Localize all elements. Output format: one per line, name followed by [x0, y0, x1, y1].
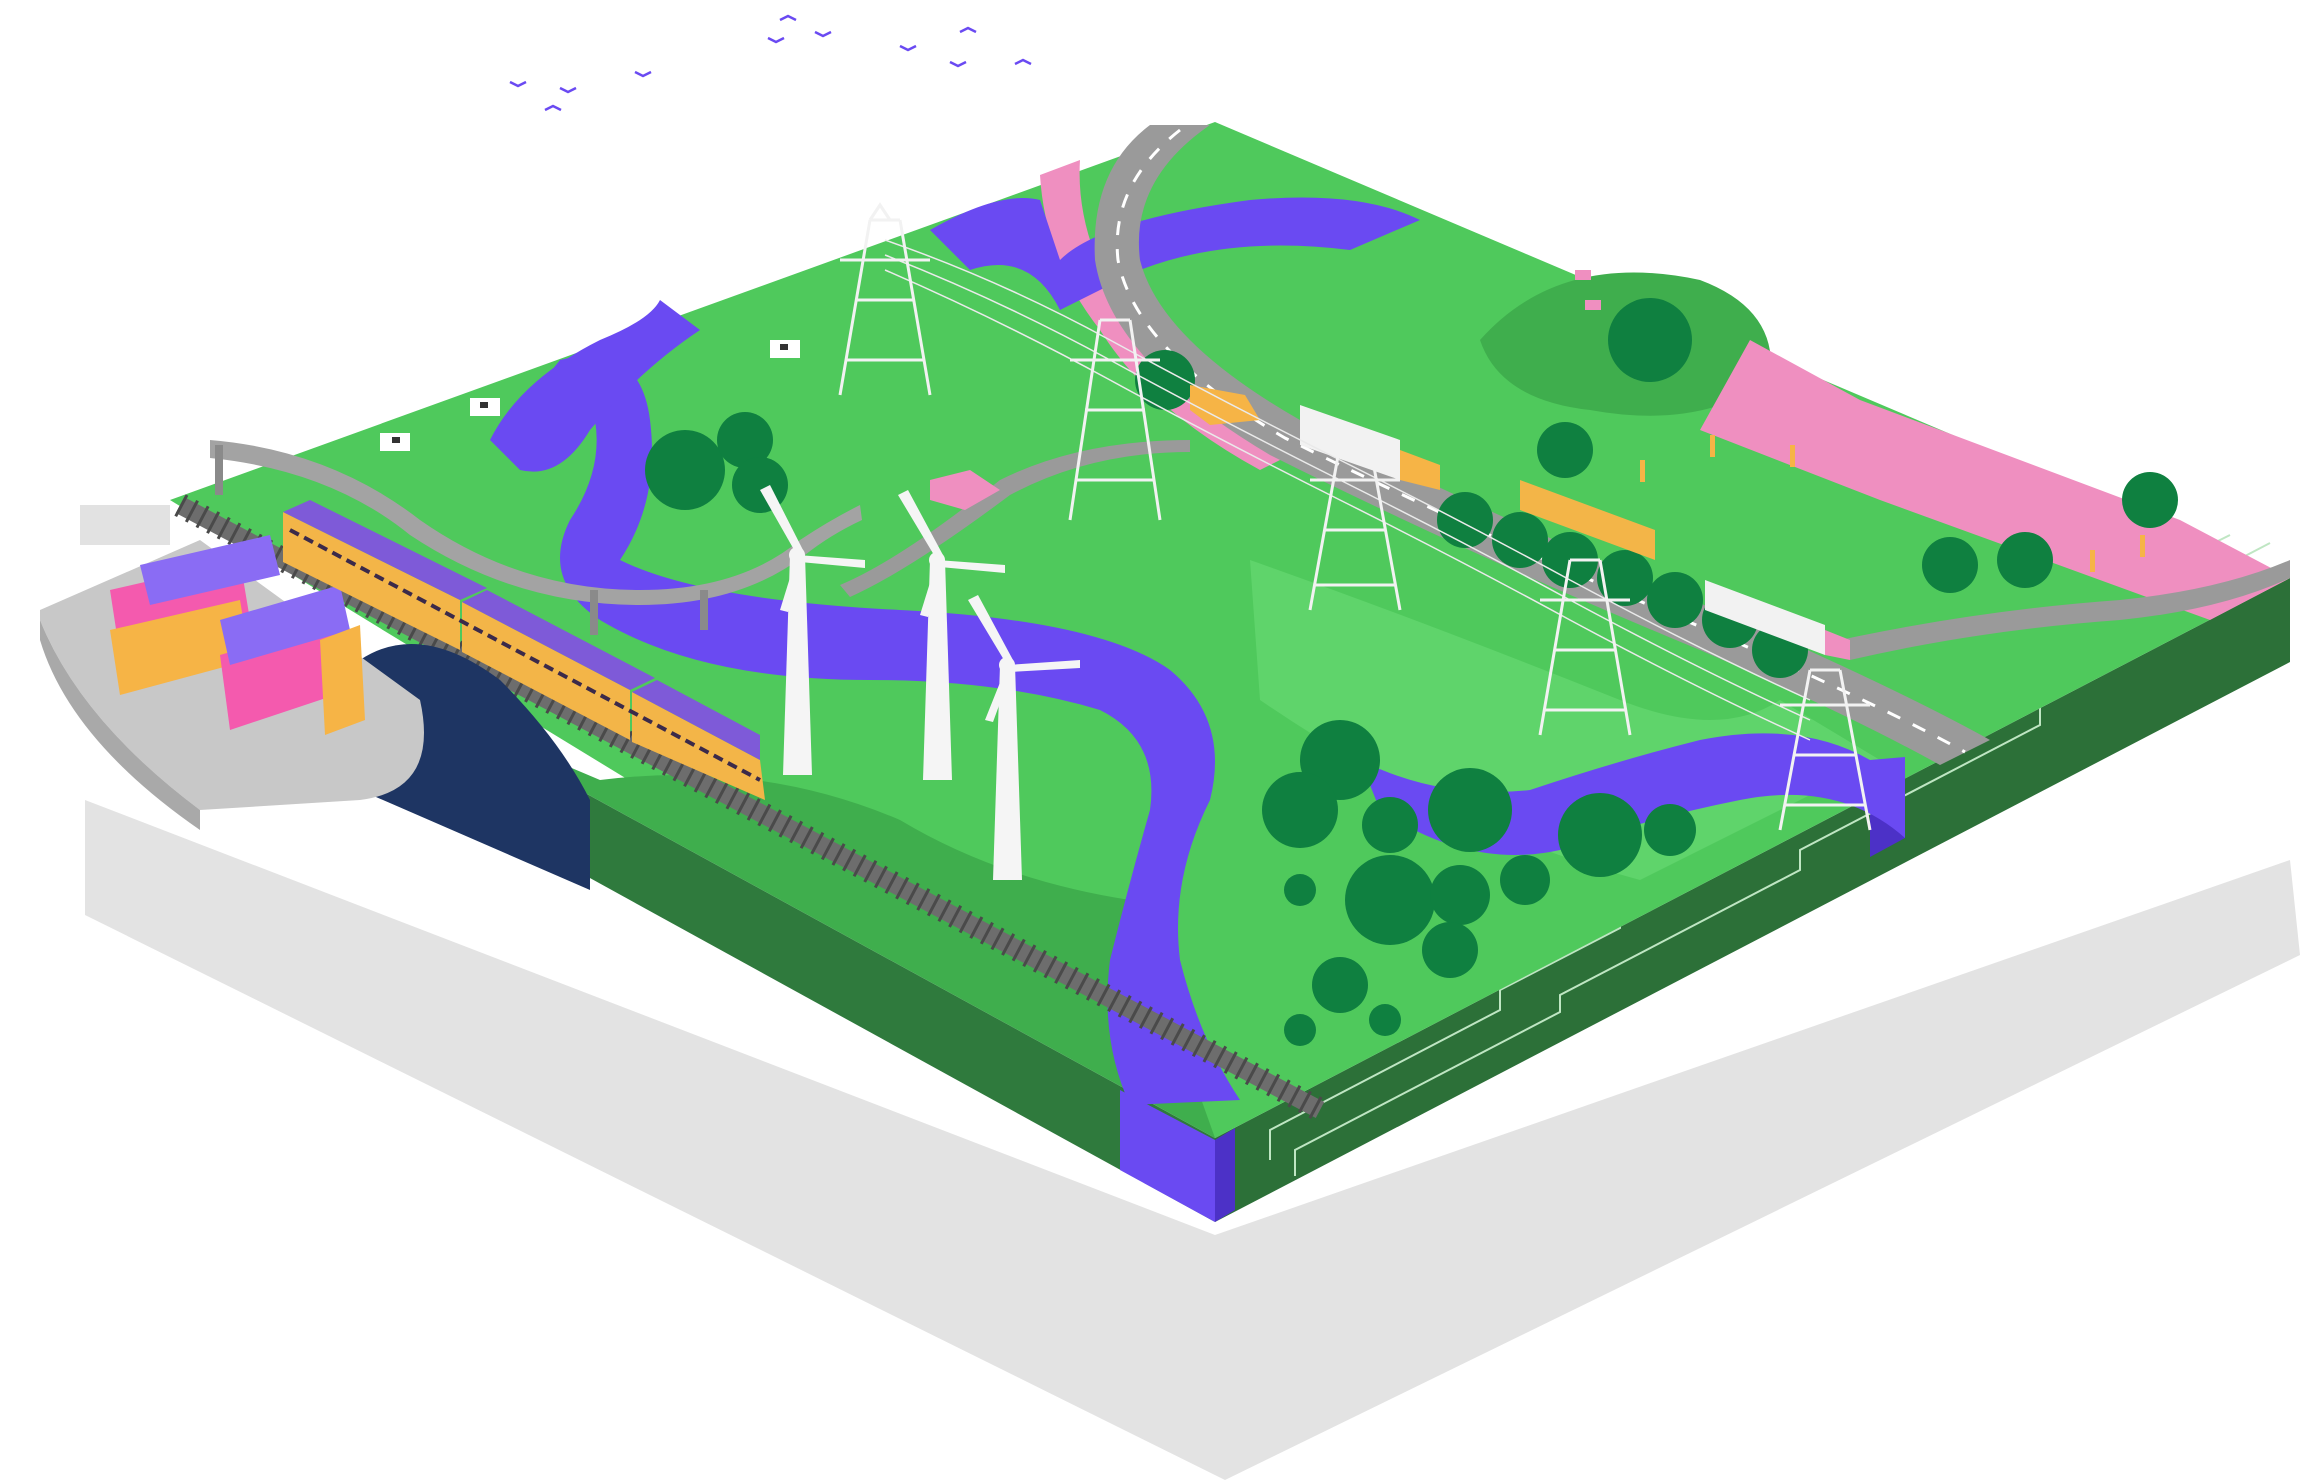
- tree-icon: [1135, 350, 1195, 410]
- bus-icon: [1705, 580, 1850, 660]
- power-pylon-icon: [1778, 668, 1872, 831]
- power-pylon-icon: [838, 202, 932, 396]
- tree-icon: [1997, 532, 2053, 588]
- tree-icon: [1345, 855, 1435, 945]
- bus-icon: [1520, 480, 1655, 560]
- tree-icon: [1430, 865, 1490, 925]
- tree-icon: [1608, 298, 1692, 382]
- bird-icon: [1014, 58, 1032, 66]
- bird-icon: [949, 60, 967, 68]
- wind-turbine-icon: [760, 485, 865, 775]
- bird-icon: [559, 86, 577, 94]
- tree-icon: [645, 430, 725, 510]
- tree-icon: [1647, 572, 1703, 628]
- side-road: [1840, 560, 2290, 660]
- power-pylon-icon: [1068, 318, 1162, 521]
- bird-icon: [767, 36, 785, 44]
- village-road: [840, 440, 1190, 597]
- tree-icon: [2122, 472, 2178, 528]
- bird-icon: [899, 44, 917, 52]
- bird-icon: [634, 70, 652, 78]
- tree-icon: [1437, 492, 1493, 548]
- tree-icon: [1537, 422, 1593, 478]
- person-icon: [1640, 435, 2145, 572]
- tree-icon: [1284, 1014, 1316, 1046]
- tree-icon: [1558, 793, 1642, 877]
- cargo-ship-icon: [40, 505, 424, 830]
- birds: [509, 14, 1032, 112]
- cow-icon: [380, 433, 410, 451]
- bird-icon: [544, 104, 562, 112]
- tree-icon: [1262, 772, 1338, 848]
- river-top: [930, 197, 1420, 310]
- car-icon: [930, 470, 1000, 510]
- truck-icon: [1300, 405, 1440, 490]
- train-icon: [283, 500, 765, 800]
- cow-icon: [470, 398, 500, 416]
- wind-turbine-icon: [968, 595, 1080, 880]
- tree-icon: [717, 412, 773, 468]
- power-pylon-icon: [1308, 443, 1402, 611]
- tree-icon: [1597, 550, 1653, 606]
- tree-icon: [1500, 855, 1550, 905]
- rail-bridge-pillars: [215, 445, 708, 635]
- tree-icon: [1922, 537, 1978, 593]
- railway-track: [175, 497, 1325, 1118]
- tree-icon: [1362, 797, 1418, 853]
- cow-icon: [770, 340, 800, 358]
- tile-side-river-left: [1120, 1090, 1215, 1222]
- tile-side-right: [1215, 578, 2290, 1222]
- tree-icon: [1422, 922, 1478, 978]
- pig-icon: [1575, 270, 1601, 310]
- river-branch: [490, 300, 700, 472]
- bird-icon: [814, 30, 832, 38]
- car-icon: [1190, 385, 1260, 425]
- tile-side-river-right: [1215, 1128, 1235, 1222]
- wind-turbine-icon: [898, 490, 1005, 780]
- tree-icon: [1492, 512, 1548, 568]
- bird-icon: [509, 80, 527, 88]
- tree-icon: [1369, 1004, 1401, 1036]
- bird-icon: [959, 26, 977, 34]
- power-pylon-icon: [1538, 558, 1632, 736]
- grass-patch-dark: [430, 708, 1215, 1138]
- tree-icon: [1644, 804, 1696, 856]
- tree-icon: [1428, 768, 1512, 852]
- elevated-rail: [210, 440, 862, 605]
- ground-shadow: [85, 800, 2300, 1480]
- tree-icon: [1284, 874, 1316, 906]
- bird-icon: [779, 14, 797, 22]
- tree-icon: [1312, 957, 1368, 1013]
- tile-side-left: [430, 708, 1215, 1222]
- main-road: [1094, 125, 1990, 765]
